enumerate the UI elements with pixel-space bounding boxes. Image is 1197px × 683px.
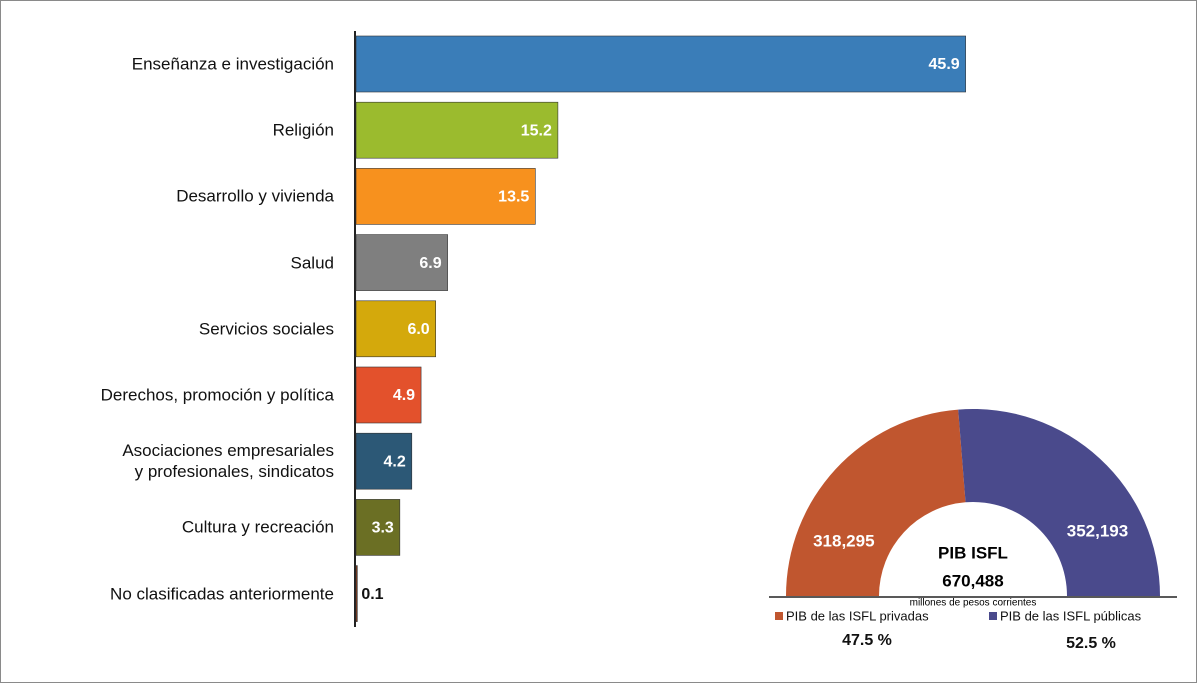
- bar: [355, 300, 436, 358]
- value-label: 4.9: [393, 387, 415, 404]
- legend-label: PIB de las ISFL públicas: [1000, 608, 1142, 623]
- value-label: 6.9: [419, 255, 441, 272]
- bar: [355, 565, 358, 622]
- value-label: 45.9: [929, 56, 960, 73]
- legend-label: PIB de las ISFL privadas: [786, 608, 929, 623]
- bar: [355, 234, 448, 291]
- category-label: Enseñanza e investigación: [131, 54, 334, 74]
- legend-share: 52.5 %: [1066, 635, 1116, 652]
- category-label: Asociaciones empresariales y profesional…: [122, 441, 334, 482]
- value-label: 6.0: [407, 321, 429, 338]
- slice-label: 352,193: [1067, 521, 1128, 540]
- center-value: 670,488: [942, 571, 1003, 590]
- value-label: 13.5: [498, 189, 529, 206]
- category-label: No clasificadas anteriormente: [110, 584, 334, 604]
- bar: [355, 432, 413, 490]
- bar: [355, 101, 559, 159]
- value-label: 3.3: [372, 520, 394, 537]
- value-label: 0.1: [361, 586, 383, 603]
- bar: [355, 366, 422, 424]
- center-note: millones de pesos corrientes: [910, 598, 1037, 609]
- category-label: Servicios sociales: [198, 319, 334, 339]
- legend-share: 47.5 %: [842, 632, 892, 649]
- category-label: Salud: [290, 253, 334, 273]
- legend-swatch: [775, 612, 783, 620]
- value-label: 15.2: [521, 122, 552, 139]
- category-label: Derechos, promoción y política: [100, 385, 334, 405]
- slice-label: 318,295: [813, 532, 874, 551]
- pie-slice: [958, 409, 1160, 596]
- category-label: Religión: [272, 120, 334, 140]
- bar: [355, 499, 401, 556]
- category-label: Desarrollo y vivienda: [176, 186, 334, 206]
- value-label: 4.2: [384, 453, 406, 470]
- center-title: PIB ISFL: [938, 543, 1008, 562]
- category-label: Cultura y recreación: [181, 517, 334, 537]
- bar: [355, 35, 966, 93]
- pie-slice: [786, 409, 966, 596]
- bar: [355, 168, 536, 225]
- legend-swatch: [989, 612, 997, 620]
